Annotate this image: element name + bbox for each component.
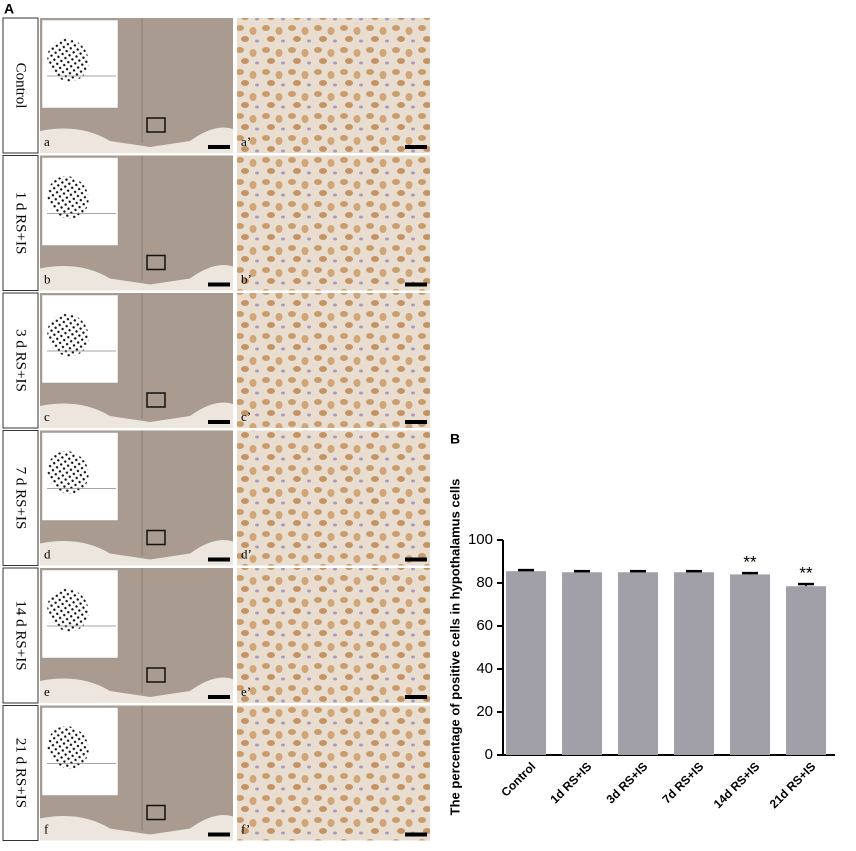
sub-label: e’ xyxy=(241,684,251,699)
row-label-box xyxy=(2,567,39,704)
inset-scatter xyxy=(47,588,89,632)
x-tick-label: 7d RS+IS xyxy=(659,759,706,806)
significance: ** xyxy=(799,564,813,583)
bar xyxy=(730,574,770,755)
x-tick-label: Control xyxy=(498,759,538,799)
scale-bar xyxy=(405,832,427,837)
roi-box xyxy=(146,667,166,683)
micrograph xyxy=(237,18,430,153)
micrograph xyxy=(237,430,430,566)
inset-scatter xyxy=(47,38,89,82)
scale-bar xyxy=(208,695,230,699)
sub-label: c’ xyxy=(241,409,251,424)
roi-box xyxy=(146,254,166,271)
micrograph-edge xyxy=(40,677,233,703)
sub-label: a’ xyxy=(241,134,251,149)
y-tick-label: 60 xyxy=(476,617,493,634)
sub-label: d’ xyxy=(241,546,252,561)
sub-label: c xyxy=(44,409,50,424)
y-tick-label: 100 xyxy=(468,531,493,548)
sub-label: d xyxy=(44,546,51,561)
micrograph xyxy=(237,705,430,841)
y-tick-label: 20 xyxy=(476,703,493,720)
x-tick-label: 14d RS+IS xyxy=(711,759,763,811)
scale-bar xyxy=(208,832,230,837)
sub-label: b’ xyxy=(241,271,252,286)
sub-label: a xyxy=(44,134,50,149)
bar xyxy=(674,572,714,755)
x-tick-label: 1d RS+IS xyxy=(547,759,594,806)
micrograph-edge xyxy=(40,265,233,291)
panel-label: B xyxy=(450,431,460,447)
sub-label: f’ xyxy=(241,821,250,836)
scale-bar xyxy=(208,282,230,287)
scale-bar xyxy=(208,145,230,149)
bar xyxy=(786,586,826,755)
bar xyxy=(618,572,658,755)
roi-box xyxy=(146,117,166,133)
row-label-box xyxy=(2,292,39,429)
micrograph-edge xyxy=(40,540,233,566)
row-label-box xyxy=(2,430,39,566)
row-label-box xyxy=(2,155,39,291)
row-label-box xyxy=(2,705,39,841)
sub-label: b xyxy=(44,271,51,286)
scale-bar xyxy=(405,145,427,149)
inset-scatter xyxy=(47,451,89,494)
micrograph-edge xyxy=(40,815,233,841)
micrograph xyxy=(237,155,430,291)
inset-scatter xyxy=(47,313,89,357)
roi-box xyxy=(146,392,166,408)
scale-bar xyxy=(208,557,230,562)
bar xyxy=(506,571,546,755)
roi-box xyxy=(146,804,166,821)
row-label: 7 d RS+IS xyxy=(13,467,29,530)
x-tick-label: 3d RS+IS xyxy=(603,759,650,806)
row-label: 3 d RS+IS xyxy=(13,329,29,392)
inset-scatter xyxy=(47,726,89,769)
micrograph-edge xyxy=(40,127,233,153)
y-tick-label: 0 xyxy=(485,746,493,763)
row-label: 1 d RS+IS xyxy=(13,192,29,255)
x-tick-label: 21d RS+IS xyxy=(767,759,819,811)
sub-label: e xyxy=(44,684,50,699)
inset-scatter xyxy=(47,176,89,219)
scale-bar xyxy=(208,420,230,424)
significance: ** xyxy=(743,553,757,572)
y-tick-label: 80 xyxy=(476,574,493,591)
row-label: 14 d RS+IS xyxy=(13,600,29,670)
row-label-box xyxy=(2,17,39,154)
bar xyxy=(562,572,602,755)
micrograph xyxy=(237,293,430,428)
micrograph xyxy=(237,568,430,703)
scale-bar xyxy=(405,282,427,287)
micrograph-edge xyxy=(40,402,233,428)
row-label: 21 d RS+IS xyxy=(13,738,29,808)
y-tick-label: 40 xyxy=(476,660,493,677)
scale-bar xyxy=(405,695,427,699)
panel-label: A xyxy=(4,1,14,17)
sub-label: f xyxy=(44,821,49,836)
row-label: Control xyxy=(13,63,29,109)
roi-box xyxy=(146,529,166,546)
y-axis-label: The percentage of positive cells in hypo… xyxy=(447,479,462,816)
scale-bar xyxy=(405,557,427,562)
scale-bar xyxy=(405,420,427,424)
